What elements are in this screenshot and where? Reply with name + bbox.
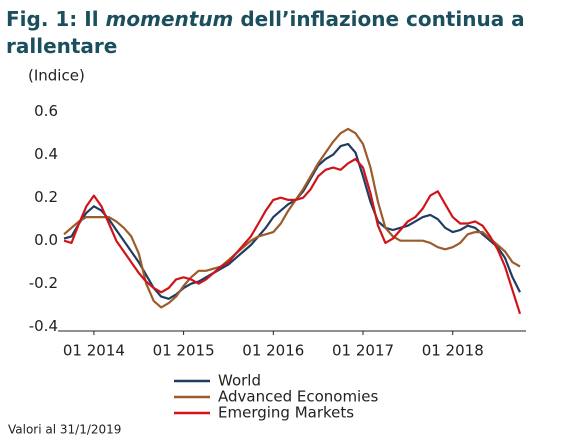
chart-title: Fig. 1: Il momentum dell’inflazione cont… xyxy=(6,7,532,58)
y-tick-label: -0.2 xyxy=(29,274,58,292)
title-part: Fig. 1: Il xyxy=(6,7,106,31)
x-tick-label: 01 2017 xyxy=(332,342,394,360)
x-tick-label: 01 2016 xyxy=(242,342,304,360)
y-axis-label: (Indice) xyxy=(28,67,85,85)
x-tick-label: 01 2015 xyxy=(153,342,215,360)
title-part: momentum xyxy=(106,7,234,31)
x-tick-label: 01 2018 xyxy=(422,342,484,360)
note: Valori al 31/1/2019 xyxy=(8,423,121,437)
title-part: dell’inflazione continua a rallentare xyxy=(6,7,532,58)
legend-label: Advanced Economies xyxy=(218,388,378,406)
line-series xyxy=(63,157,522,315)
y-tick-label: -0.4 xyxy=(29,317,58,335)
legend-label: Emerging Markets xyxy=(218,404,354,422)
y-tick-label: 0.6 xyxy=(34,102,58,120)
y-tick-label: 0.0 xyxy=(34,231,58,249)
line-series xyxy=(63,127,521,309)
y-tick-label: 0.2 xyxy=(34,188,58,206)
x-tick-label: 01 2014 xyxy=(63,342,125,360)
legend-label: World xyxy=(218,372,261,390)
y-tick-label: 0.4 xyxy=(34,145,58,163)
line-series xyxy=(63,142,521,300)
